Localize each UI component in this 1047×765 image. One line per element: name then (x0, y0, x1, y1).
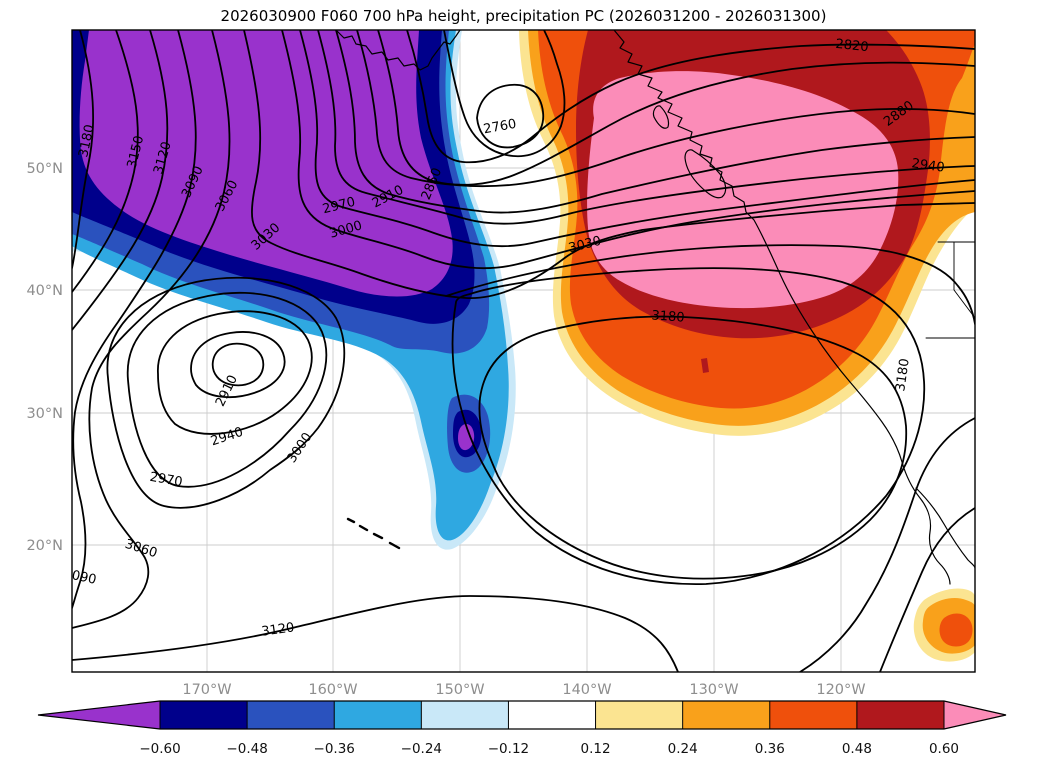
height-contour (243, 30, 975, 299)
colorbar-tick-label: −0.48 (226, 741, 267, 757)
height-contour (157, 310, 313, 435)
contour-label: 3120 (261, 620, 296, 639)
colorbar-tick-label: −0.36 (314, 741, 355, 757)
colorbar-segment (856, 701, 944, 729)
contour-label: 2940 (209, 425, 245, 449)
contour-label: 2940 (911, 156, 946, 175)
coastline (684, 149, 727, 199)
height-contour (406, 30, 975, 164)
colorbar-segment (334, 701, 422, 729)
height-contour (478, 315, 908, 580)
contour-label: 3060 (123, 537, 159, 561)
colorbar-arrow-left (38, 701, 160, 729)
height-contour (335, 30, 975, 214)
height-contour (72, 595, 679, 672)
contour-label: 3180 (893, 358, 912, 393)
height-contour (72, 30, 94, 269)
colorbar-segment (595, 701, 683, 729)
y-tick-label: 40°N (26, 283, 63, 299)
colorbar-tick-label: 0.12 (581, 741, 611, 757)
x-tick-label: 130°W (689, 682, 738, 698)
height-contour (356, 30, 975, 188)
coastlines (335, 30, 975, 585)
height-contour (72, 30, 169, 331)
colorbar-arrow-right (943, 701, 1006, 729)
colorbar-segment (160, 701, 248, 729)
height-contour (443, 30, 566, 158)
height-contour (106, 276, 346, 509)
contour-label: 2760 (482, 117, 517, 138)
colorbar-tick-label: −0.12 (488, 741, 529, 757)
x-tick-label: 140°W (562, 682, 611, 698)
pc-shaded-region (701, 358, 709, 373)
colorbar-segment (247, 701, 335, 729)
x-tick-label: 120°W (816, 682, 865, 698)
coastline (915, 487, 975, 569)
contour-label: 3180 (76, 123, 98, 158)
height-contour (377, 30, 975, 186)
height-contour (879, 507, 975, 672)
y-tick-label: 20°N (26, 538, 63, 554)
height-contour (72, 30, 197, 609)
colorbar-tick-label: 0.24 (668, 741, 698, 757)
height-contour (451, 267, 926, 586)
colorbar-tick-label: 0.36 (755, 741, 785, 757)
height-contour (72, 30, 139, 293)
contour-label: 090 (70, 568, 97, 588)
colorbar-segment (682, 701, 770, 729)
height-contour (126, 292, 328, 488)
height-contour (211, 342, 265, 387)
x-tick-label: 150°W (435, 682, 484, 698)
y-tick-label: 30°N (26, 406, 63, 422)
height-contour (799, 417, 975, 672)
plot-border (71, 29, 976, 673)
contour-label: 3000 (285, 430, 316, 466)
colorbar-segment (421, 701, 509, 729)
colorbar-tick-label: −0.60 (139, 741, 180, 757)
height-contour (476, 83, 545, 149)
figure-title: 2026030900 F060 700 hPa height, precipit… (220, 7, 827, 25)
height-contour (445, 244, 975, 325)
contour-label: 3180 (651, 308, 685, 325)
colorbar-tick-label: 0.60 (929, 741, 959, 757)
colorbar-tick-label: 0.48 (842, 741, 872, 757)
pc-shaded-region (587, 71, 899, 309)
height-contour (299, 30, 975, 248)
x-tick-label: 160°W (308, 682, 357, 698)
contour-label: 2820 (835, 37, 869, 55)
colorbar: −0.60 −0.48 −0.36 −0.24 −0.12 0.12 0.24 0.36 0.4… (37, 700, 1007, 757)
pc-shaded-region (939, 613, 973, 647)
colorbar-segment (769, 701, 857, 729)
coastline (335, 30, 461, 71)
colorbar-segment (508, 701, 596, 729)
pc-shaded-region (458, 424, 475, 451)
height-contour (317, 30, 975, 225)
pc-shaded-region (79, 30, 453, 297)
colorbar-tick-label: −0.24 (401, 741, 442, 757)
height-contour (281, 30, 975, 269)
height-contour (72, 30, 231, 629)
x-tick-label: 170°W (182, 682, 231, 698)
coastline (346, 517, 401, 550)
coastline (652, 105, 670, 129)
height-contours (72, 30, 975, 672)
coastline (925, 241, 975, 339)
axis-tick-labels: 170°W 160°W 150°W 140°W 130°W 120°W 50°N 40°N 30… (26, 161, 865, 698)
y-tick-label: 50°N (26, 161, 63, 177)
contour-label: 2970 (148, 470, 183, 491)
colorbar-outline (37, 700, 1007, 730)
height-contour (190, 331, 286, 399)
